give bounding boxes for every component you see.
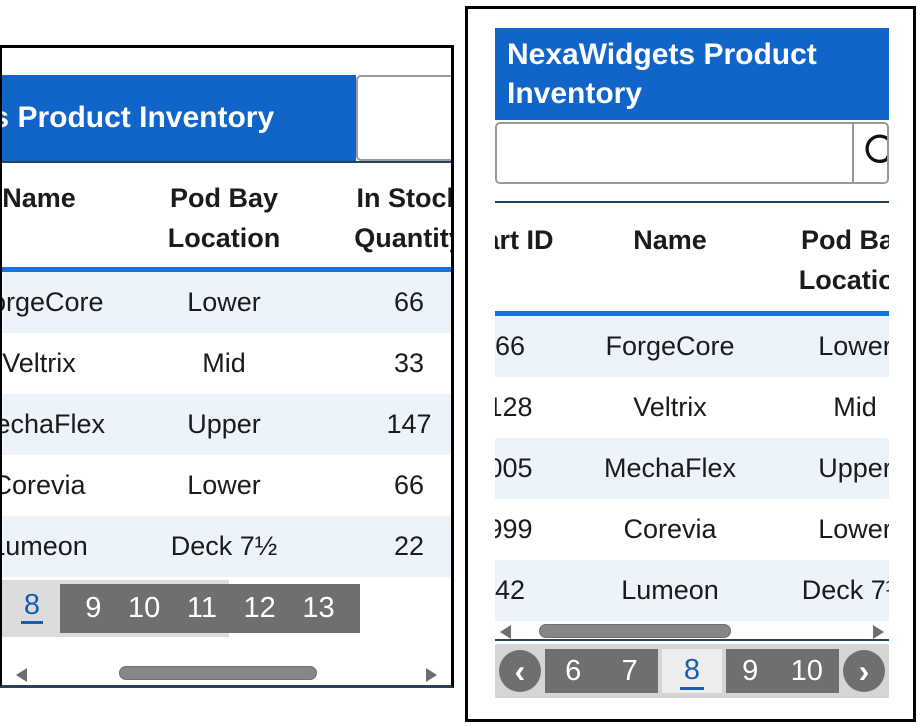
horizontal-scrollbar[interactable] [6, 665, 447, 682]
table-row[interactable]: 66 ForgeCore Lower 66 [495, 316, 889, 377]
grid-header-row: Part ID Name Pod Bay Location In Stock Q… [495, 203, 889, 316]
grid-header-row: Part ID Name Pod Bay Location In Stock Q… [2, 163, 451, 272]
cell-pod-bay: Lower [818, 331, 889, 361]
cell-name: Veltrix [633, 392, 707, 422]
app-title: NexaWidgets Product Inventory [2, 101, 275, 134]
scroll-right-arrow-icon[interactable] [426, 668, 437, 682]
grid-viewport: NexaWidgets Product Inventory Part ID Na… [2, 48, 451, 640]
column-header-name[interactable]: Name [2, 183, 76, 213]
horizontal-scrollbar[interactable] [495, 621, 889, 639]
cell-pod-bay: Deck 7½ [170, 531, 278, 561]
pagination-bar: 8 9 10 11 12 13 [2, 577, 451, 639]
page-button[interactable]: 12 [243, 592, 276, 624]
cell-qty: 66 [393, 287, 425, 317]
data-grid: Part ID Name Pod Bay Location In Stock Q… [495, 201, 889, 641]
table-row[interactable]: 999 Corevia Lower 66 [2, 455, 451, 516]
cell-name: Veltrix [2, 348, 76, 378]
cell-pod-bay: Upper [818, 453, 889, 483]
search-button[interactable] [852, 124, 887, 182]
cell-part-id: 66 [495, 331, 526, 361]
scroll-left-arrow-icon[interactable] [500, 625, 511, 639]
column-header-pod-bay[interactable]: Pod Bay Location [167, 183, 281, 253]
column-header-name[interactable]: Name [633, 225, 707, 255]
page-number-group: 9 10 [726, 649, 839, 693]
column-header-pod-bay[interactable]: Pod Bay Location [798, 225, 889, 295]
pagination-bar: ‹ 6 7 8 9 10 › [495, 644, 889, 698]
scroll-left-arrow-icon[interactable] [16, 668, 27, 682]
cell-pod-bay: Lower [818, 514, 889, 544]
cell-name: ForgeCore [2, 287, 104, 317]
cell-pod-bay: Mid [202, 348, 246, 378]
grid-viewport: Part ID Name Pod Bay Location In Stock Q… [495, 203, 889, 621]
scrollbar-thumb[interactable] [539, 624, 731, 638]
column-header-part-id[interactable]: Part ID [495, 225, 554, 255]
magnifier-icon [860, 129, 887, 178]
cell-part-id: 128 [495, 392, 533, 422]
cell-qty: 33 [393, 348, 425, 378]
page-button[interactable]: 11 [186, 592, 217, 624]
chevron-right-icon: › [858, 653, 870, 689]
app-title-bar: NexaWidgets Product Inventory [2, 75, 356, 161]
next-page-button[interactable]: › [843, 650, 885, 692]
cell-name: MechaFlex [2, 409, 106, 439]
search-input[interactable] [356, 75, 451, 161]
page-button[interactable]: 9 [742, 654, 759, 687]
cell-pod-bay: Upper [187, 409, 261, 439]
cell-pod-bay: Deck 7½ [801, 575, 889, 605]
current-page-label: 8 [20, 589, 44, 624]
cell-name: Corevia [623, 514, 717, 544]
column-header-qty[interactable]: In Stock Quantity [354, 183, 451, 253]
cell-pod-bay: Mid [833, 392, 877, 422]
page-number-group: 6 7 [545, 649, 658, 693]
page-button[interactable]: 10 [128, 592, 161, 624]
chevron-left-icon: ‹ [514, 653, 526, 689]
table-row[interactable]: 005 MechaFlex Upper 147 [2, 394, 451, 455]
cell-qty: 147 [386, 409, 432, 439]
cell-pod-bay: Lower [187, 470, 261, 500]
cell-name: Lumeon [621, 575, 719, 605]
app-title-bar: NexaWidgets Product Inventory [495, 28, 889, 120]
scrollbar-thumb[interactable] [119, 666, 317, 680]
page-button[interactable]: 10 [790, 654, 823, 687]
search-box [495, 122, 889, 184]
table-row[interactable]: 66 ForgeCore Lower 66 [2, 272, 451, 333]
current-page-button[interactable]: 8 [662, 649, 722, 693]
prev-page-button[interactable]: ‹ [499, 650, 541, 692]
cell-qty: 22 [393, 531, 425, 561]
table-row[interactable]: 999 Corevia Lower 66 [495, 499, 889, 560]
table-row[interactable]: 128 Veltrix Mid 33 [2, 333, 451, 394]
cell-name: MechaFlex [603, 453, 737, 483]
cell-pod-bay: Lower [187, 287, 261, 317]
search-input[interactable] [497, 124, 852, 182]
page-button[interactable]: 9 [85, 592, 102, 624]
cell-part-id: 42 [495, 575, 526, 605]
table-row[interactable]: 42 Lumeon Deck 7½ 22 [495, 560, 889, 621]
table-row[interactable]: 128 Veltrix Mid 33 [495, 377, 889, 438]
scroll-right-arrow-icon[interactable] [873, 625, 884, 639]
inventory-grid-panel-left: NexaWidgets Product Inventory Part ID Na… [0, 45, 454, 688]
cell-name: Lumeon [2, 531, 88, 561]
cell-part-id: 999 [495, 514, 533, 544]
data-grid: Part ID Name Pod Bay Location In Stock Q… [2, 161, 451, 577]
page-number-group: 9 10 11 12 13 [60, 584, 360, 633]
page-button[interactable]: 7 [621, 654, 638, 687]
app-title: NexaWidgets Product Inventory [507, 38, 817, 110]
cell-qty: 66 [393, 470, 425, 500]
table-row[interactable]: 42 Lumeon Deck 7½ 22 [2, 516, 451, 577]
current-page-label: 8 [679, 653, 705, 690]
page-button[interactable]: 6 [565, 654, 582, 687]
page-button[interactable]: 13 [302, 592, 335, 624]
table-row[interactable]: 005 MechaFlex Upper 147 [495, 438, 889, 499]
inventory-grid-panel-right: NexaWidgets Product Inventory Part ID Na… [465, 6, 916, 722]
current-page-button[interactable]: 8 [15, 587, 49, 624]
cell-name: Corevia [2, 470, 86, 500]
cell-name: ForgeCore [605, 331, 735, 361]
cell-part-id: 005 [495, 453, 533, 483]
